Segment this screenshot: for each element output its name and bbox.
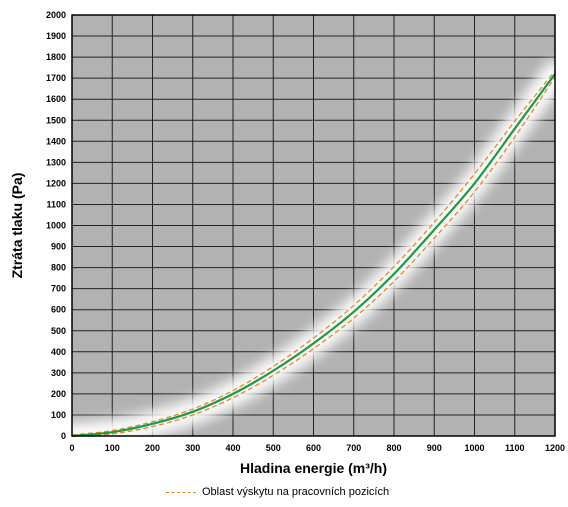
x-tick-label: 300 xyxy=(185,443,200,453)
y-tick-label: 1600 xyxy=(46,94,66,104)
y-tick-label: 0 xyxy=(61,431,66,441)
y-tick-label: 700 xyxy=(51,284,66,294)
y-tick-label: 1900 xyxy=(46,31,66,41)
y-tick-label: 800 xyxy=(51,263,66,273)
x-axis-title: Hladina energie (m³/h) xyxy=(240,460,387,476)
y-tick-label: 900 xyxy=(51,242,66,252)
x-tick-label: 500 xyxy=(266,443,281,453)
x-tick-labels: 0 100 200 300 400 500 600 700 800 900 1000 1100 1200 xyxy=(69,443,565,453)
y-tick-label: 100 xyxy=(51,410,66,420)
gridlines xyxy=(72,15,555,436)
y-tick-label: 1700 xyxy=(46,73,66,83)
x-tick-label: 600 xyxy=(306,443,321,453)
legend-label: Oblast výskytu na pracovních pozicích xyxy=(202,486,389,498)
y-tick-label: 600 xyxy=(51,305,66,315)
y-tick-label: 2000 xyxy=(46,10,66,20)
x-tick-label: 100 xyxy=(105,443,120,453)
y-tick-label: 1800 xyxy=(46,52,66,62)
x-tick-label: 900 xyxy=(427,443,442,453)
y-tick-label: 400 xyxy=(51,347,66,357)
y-tick-label: 1300 xyxy=(46,157,66,167)
y-tick-label: 200 xyxy=(51,389,66,399)
x-tick-label: 1000 xyxy=(464,443,484,453)
y-tick-label: 300 xyxy=(51,368,66,378)
y-tick-label: 1100 xyxy=(46,199,66,209)
x-tick-label: 0 xyxy=(69,443,74,453)
x-tick-label: 700 xyxy=(346,443,361,453)
y-tick-label: 1000 xyxy=(46,221,66,231)
x-tick-label: 200 xyxy=(145,443,160,453)
y-tick-labels: 0 100 200 300 400 500 600 700 800 900 1000 1100 1200… xyxy=(46,10,66,441)
legend-swatch-band xyxy=(166,492,196,493)
y-tick-label: 500 xyxy=(51,326,66,336)
y-tick-label: 1500 xyxy=(46,115,66,125)
x-tick-label: 1100 xyxy=(505,443,525,453)
x-tick-label: 400 xyxy=(225,443,240,453)
x-tick-label: 1200 xyxy=(545,443,565,453)
legend: Oblast výskytu na pracovních pozicích xyxy=(166,486,389,498)
y-tick-label: 1200 xyxy=(46,178,66,188)
y-tick-label: 1400 xyxy=(46,136,66,146)
y-axis-title: Ztráta tlaku (Pa) xyxy=(9,173,25,279)
x-tick-label: 800 xyxy=(386,443,401,453)
